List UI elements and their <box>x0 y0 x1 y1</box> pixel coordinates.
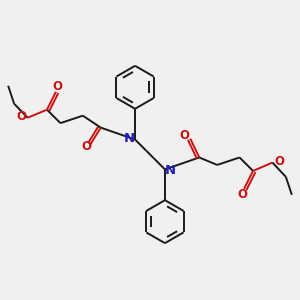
Text: O: O <box>238 188 248 201</box>
Text: O: O <box>52 80 62 93</box>
Text: N: N <box>124 133 135 146</box>
Text: O: O <box>82 140 92 153</box>
Text: N: N <box>165 164 176 176</box>
Text: O: O <box>16 110 26 123</box>
Text: O: O <box>274 154 284 167</box>
Text: O: O <box>179 129 189 142</box>
